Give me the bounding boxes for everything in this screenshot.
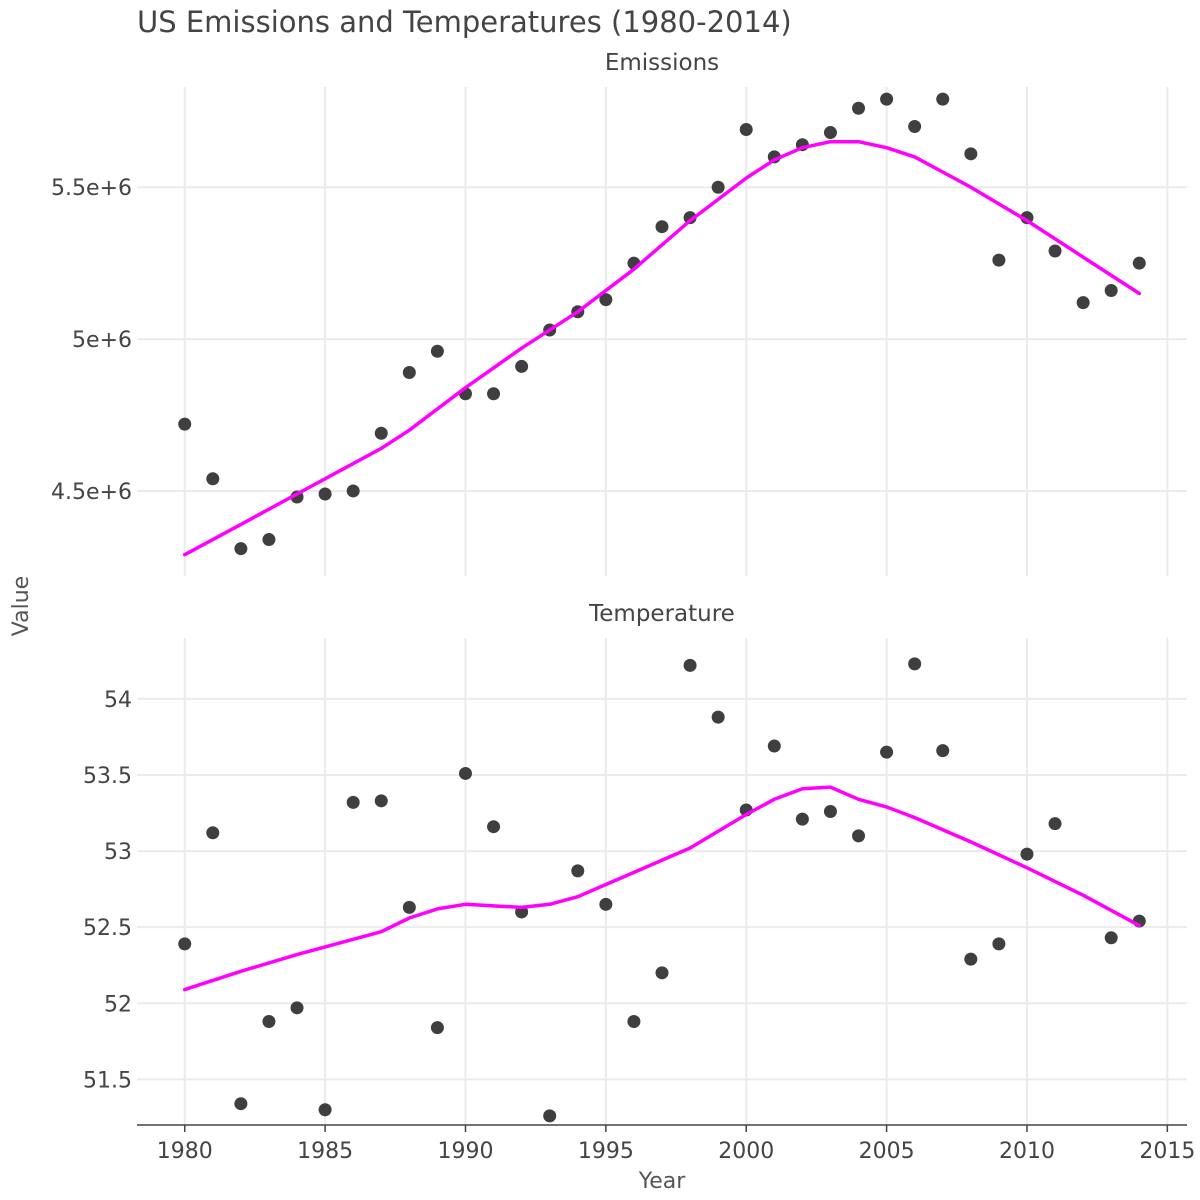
point-emissions-1983 xyxy=(262,533,276,547)
y-tick-label-emissions: 4.5e+6 xyxy=(51,480,132,505)
point-temperature-1987 xyxy=(374,794,388,808)
point-temperature-1982 xyxy=(234,1097,248,1111)
point-temperature-2008 xyxy=(964,952,978,966)
point-temperature-1986 xyxy=(346,795,360,809)
point-temperature-1981 xyxy=(206,826,220,840)
y-tick-label-temperature: 53.5 xyxy=(83,764,132,789)
x-tick-label-2015: 2015 xyxy=(1139,1139,1195,1164)
point-temperature-1984 xyxy=(290,1001,304,1015)
x-tick-label-1980: 1980 xyxy=(157,1139,213,1164)
point-emissions-1985 xyxy=(318,487,332,501)
point-emissions-1991 xyxy=(487,387,501,401)
point-emissions-1987 xyxy=(374,426,388,440)
point-emissions-1981 xyxy=(206,472,220,486)
point-emissions-2013 xyxy=(1104,283,1118,297)
point-temperature-1989 xyxy=(430,1021,444,1035)
point-temperature-2009 xyxy=(992,937,1006,951)
point-temperature-1983 xyxy=(262,1015,276,1029)
y-axis-title: Value xyxy=(9,576,34,636)
point-emissions-2011 xyxy=(1048,244,1062,258)
point-temperature-2010 xyxy=(1020,847,1034,861)
point-temperature-1996 xyxy=(627,1015,641,1029)
point-emissions-1986 xyxy=(346,484,360,498)
point-temperature-2003 xyxy=(823,804,837,818)
point-temperature-1988 xyxy=(402,900,416,914)
point-emissions-2008 xyxy=(964,147,978,161)
point-temperature-1990 xyxy=(458,766,472,780)
x-tick-label-2000: 2000 xyxy=(718,1139,774,1164)
point-temperature-1993 xyxy=(543,1109,557,1123)
y-tick-label-temperature: 51.5 xyxy=(83,1068,132,1093)
panel-title-emissions: Emissions xyxy=(605,50,719,76)
point-emissions-2012 xyxy=(1076,296,1090,310)
point-emissions-1998 xyxy=(683,211,697,225)
x-tick-label-2010: 2010 xyxy=(999,1139,1055,1164)
smooth-line-temperature xyxy=(182,785,1142,992)
point-temperature-2011 xyxy=(1048,817,1062,831)
panel-temperature: Temperature 51.5 52 52.5 53 53.5 54 xyxy=(83,601,1187,1125)
panel-title-temperature: Temperature xyxy=(588,601,735,627)
point-emissions-1988 xyxy=(402,366,416,380)
smooth-line-emissions xyxy=(182,139,1142,557)
point-temperature-2005 xyxy=(880,745,894,759)
point-temperature-1995 xyxy=(599,897,613,911)
x-axis-title: Year xyxy=(638,1169,687,1194)
x-tick-label-1990: 1990 xyxy=(437,1139,493,1164)
chart-title: US Emissions and Temperatures (1980-2014… xyxy=(137,5,792,39)
y-tick-label-emissions: 5.5e+6 xyxy=(51,176,132,201)
point-temperature-2004 xyxy=(852,829,866,843)
point-emissions-2009 xyxy=(992,253,1006,267)
y-tick-label-temperature: 52 xyxy=(104,992,132,1017)
point-emissions-1980 xyxy=(178,417,192,431)
panels-layer: Emissions 4.5e+6 5e+6 5.5e+6 Temperature 51.5… xyxy=(51,50,1195,1164)
point-temperature-1997 xyxy=(655,966,669,980)
point-temperature-1999 xyxy=(711,710,725,724)
point-emissions-2014 xyxy=(1132,256,1146,270)
point-emissions-1992 xyxy=(515,359,529,373)
y-tick-label-temperature: 54 xyxy=(104,688,132,713)
point-temperature-2006 xyxy=(908,657,922,671)
y-tick-label-temperature: 53 xyxy=(104,840,132,865)
point-emissions-1995 xyxy=(599,293,613,307)
point-temperature-1985 xyxy=(318,1103,332,1117)
y-tick-label-temperature: 52.5 xyxy=(83,916,132,941)
point-emissions-1982 xyxy=(234,542,248,556)
point-temperature-1991 xyxy=(487,820,501,834)
point-temperature-2013 xyxy=(1104,931,1118,945)
x-tick-label-1995: 1995 xyxy=(578,1139,634,1164)
x-axis: 1980 1985 1990 1995 2000 2005 2010 2015 xyxy=(137,1124,1195,1164)
point-emissions-2005 xyxy=(880,92,894,106)
point-emissions-2003 xyxy=(823,126,837,140)
point-emissions-1997 xyxy=(655,220,669,234)
point-emissions-2006 xyxy=(908,119,922,133)
panel-emissions: Emissions 4.5e+6 5e+6 5.5e+6 xyxy=(51,50,1187,576)
point-emissions-2007 xyxy=(936,92,950,106)
point-temperature-1980 xyxy=(178,937,192,951)
point-temperature-2007 xyxy=(936,744,950,758)
y-tick-label-emissions: 5e+6 xyxy=(72,328,132,353)
point-temperature-1998 xyxy=(683,658,697,672)
point-temperature-2002 xyxy=(795,812,809,826)
x-tick-label-1985: 1985 xyxy=(297,1139,353,1164)
point-temperature-2001 xyxy=(767,739,781,753)
x-tick-label-2005: 2005 xyxy=(859,1139,915,1164)
point-emissions-2004 xyxy=(852,101,866,115)
point-emissions-1999 xyxy=(711,180,725,194)
point-emissions-1989 xyxy=(430,344,444,358)
point-emissions-2000 xyxy=(739,123,753,137)
point-temperature-1994 xyxy=(571,864,585,878)
